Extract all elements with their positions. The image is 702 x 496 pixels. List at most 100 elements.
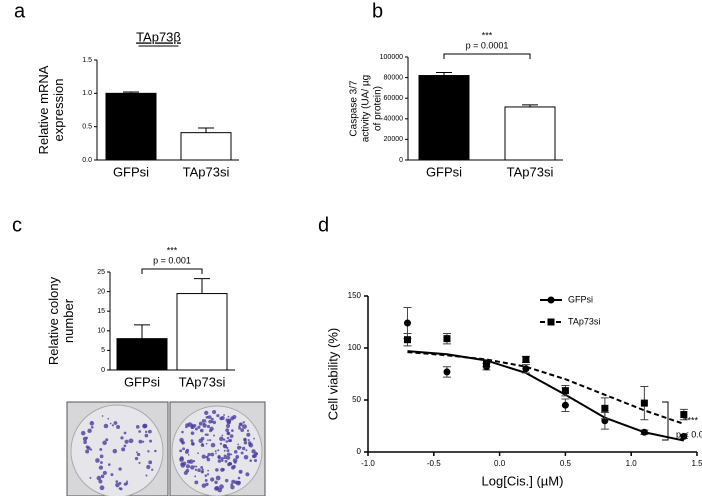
colony — [116, 424, 121, 429]
error-bar — [522, 104, 538, 107]
colony — [204, 474, 208, 477]
y-axis-label: activity (UA/ µg — [361, 75, 372, 142]
colony — [221, 468, 225, 472]
chart-title: TAp73β — [136, 29, 181, 44]
y-tick-label: 60000 — [384, 95, 404, 102]
colony — [194, 468, 198, 472]
x-tick-label: TAp73si — [183, 164, 230, 179]
colony — [215, 452, 217, 455]
y-axis-label: of protein) — [373, 86, 384, 131]
colony — [111, 424, 115, 427]
colony — [194, 427, 198, 431]
significance-bracket — [662, 401, 669, 441]
colony — [191, 425, 194, 428]
colony — [89, 448, 93, 451]
y-tick-label: 100 — [348, 343, 362, 352]
colony — [123, 444, 127, 448]
colony — [144, 433, 149, 438]
error-bar — [198, 127, 214, 133]
colony — [179, 449, 183, 453]
colony — [128, 438, 134, 444]
y-tick-label: 25 — [97, 269, 105, 276]
x-axis-label: Log[Cis.] (µM) — [482, 473, 564, 488]
colony — [197, 452, 199, 455]
colony — [96, 475, 102, 481]
colony — [227, 415, 230, 418]
colony — [206, 457, 211, 462]
colony — [239, 422, 243, 426]
colony — [247, 439, 250, 442]
colony — [200, 443, 204, 447]
colony — [147, 450, 150, 453]
colony — [113, 421, 118, 425]
fit-curve — [407, 350, 685, 442]
colony — [213, 434, 216, 437]
colony — [138, 439, 143, 444]
significance-bracket — [141, 268, 203, 274]
data-point — [640, 428, 648, 436]
colony — [190, 431, 195, 435]
y-tick-label: 5 — [101, 347, 105, 354]
colony — [103, 423, 109, 429]
y-tick-label: 20 — [97, 288, 105, 295]
error-bar — [123, 91, 139, 94]
x-tick-label: 0.0 — [494, 459, 506, 468]
colony — [238, 469, 243, 474]
colony — [224, 478, 229, 483]
colony — [205, 442, 208, 445]
colony — [229, 434, 234, 439]
colony — [209, 429, 213, 433]
colony — [214, 450, 217, 453]
colony — [105, 438, 109, 442]
bar — [418, 75, 470, 161]
colony — [134, 456, 139, 461]
colony — [186, 448, 190, 452]
colony — [85, 449, 90, 454]
data-point — [561, 387, 569, 395]
colony — [197, 468, 201, 473]
colony — [118, 487, 121, 490]
colony — [231, 479, 236, 484]
significance-bracket — [443, 53, 531, 59]
y-tick-label: 10 — [97, 328, 105, 335]
colony — [202, 422, 206, 425]
colony — [210, 442, 216, 448]
colony — [190, 465, 195, 470]
x-tick-label: -1.0 — [361, 459, 375, 468]
colony — [151, 468, 154, 471]
colony — [107, 417, 110, 420]
y-tick-label: 20000 — [384, 136, 404, 143]
colony — [249, 459, 253, 462]
colony — [214, 486, 219, 491]
colony — [226, 431, 231, 436]
colony — [212, 409, 217, 415]
y-tick-label: 0 — [399, 157, 403, 164]
data-point — [640, 399, 648, 407]
colony — [223, 454, 227, 458]
bar — [105, 92, 157, 161]
colony — [110, 473, 114, 477]
colony — [102, 470, 107, 475]
colony — [224, 459, 228, 463]
colony — [115, 482, 120, 488]
colony — [186, 459, 191, 464]
colony — [198, 421, 203, 426]
colony — [253, 458, 258, 463]
colony — [154, 449, 157, 453]
colony — [233, 460, 237, 464]
colony — [223, 444, 228, 449]
colony — [229, 462, 233, 466]
colony — [201, 483, 207, 488]
bar — [176, 293, 228, 371]
colony — [207, 439, 209, 441]
x-tick-label: TAp73si — [507, 164, 554, 179]
significance: **** — [684, 415, 699, 425]
panel-label: c — [12, 214, 22, 236]
colony — [216, 413, 220, 418]
colony — [233, 450, 238, 454]
colony — [232, 414, 237, 420]
colony — [123, 431, 127, 435]
colony — [118, 481, 122, 485]
colony — [121, 447, 126, 452]
